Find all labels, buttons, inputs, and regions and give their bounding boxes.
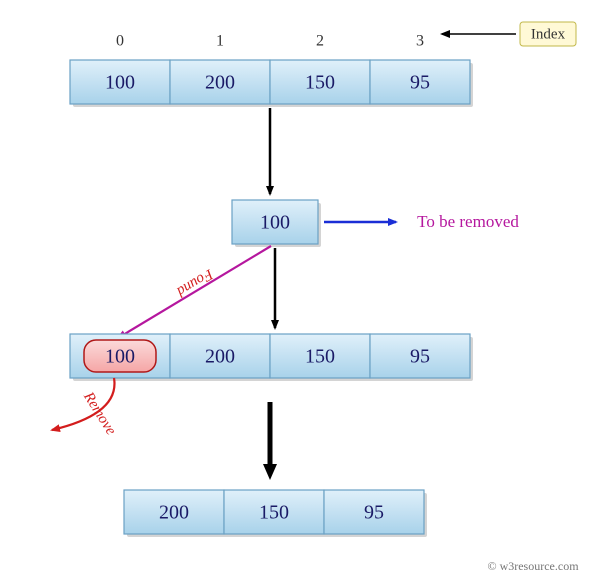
cell-value: 95 [364, 502, 384, 524]
to-be-removed-label: To be removed [417, 212, 519, 231]
cell-value: 95 [410, 346, 430, 368]
remove-label: Remove [80, 388, 119, 438]
cell-value: 200 [205, 346, 235, 368]
index-number: 1 [216, 33, 224, 50]
cell-value: 100 [105, 72, 135, 94]
cell-value: 150 [305, 346, 335, 368]
cell-value: 150 [259, 502, 289, 524]
cell-value: 200 [159, 502, 189, 524]
found-label: Found [173, 265, 216, 300]
array-top: 100 200 150 95 0 1 2 3 [70, 33, 473, 107]
cell-value: 95 [410, 72, 430, 94]
index-number: 3 [416, 33, 424, 50]
index-number: 0 [116, 33, 124, 50]
array-bot: 200 150 95 [124, 490, 427, 537]
svg-text:100: 100 [105, 346, 135, 368]
cell-value: 150 [305, 72, 335, 94]
copyright: © w3resource.com [487, 559, 579, 573]
element-value: 100 [260, 212, 290, 234]
index-label: Index [531, 26, 566, 42]
index-number: 2 [316, 33, 324, 50]
cell-value: 200 [205, 72, 235, 94]
